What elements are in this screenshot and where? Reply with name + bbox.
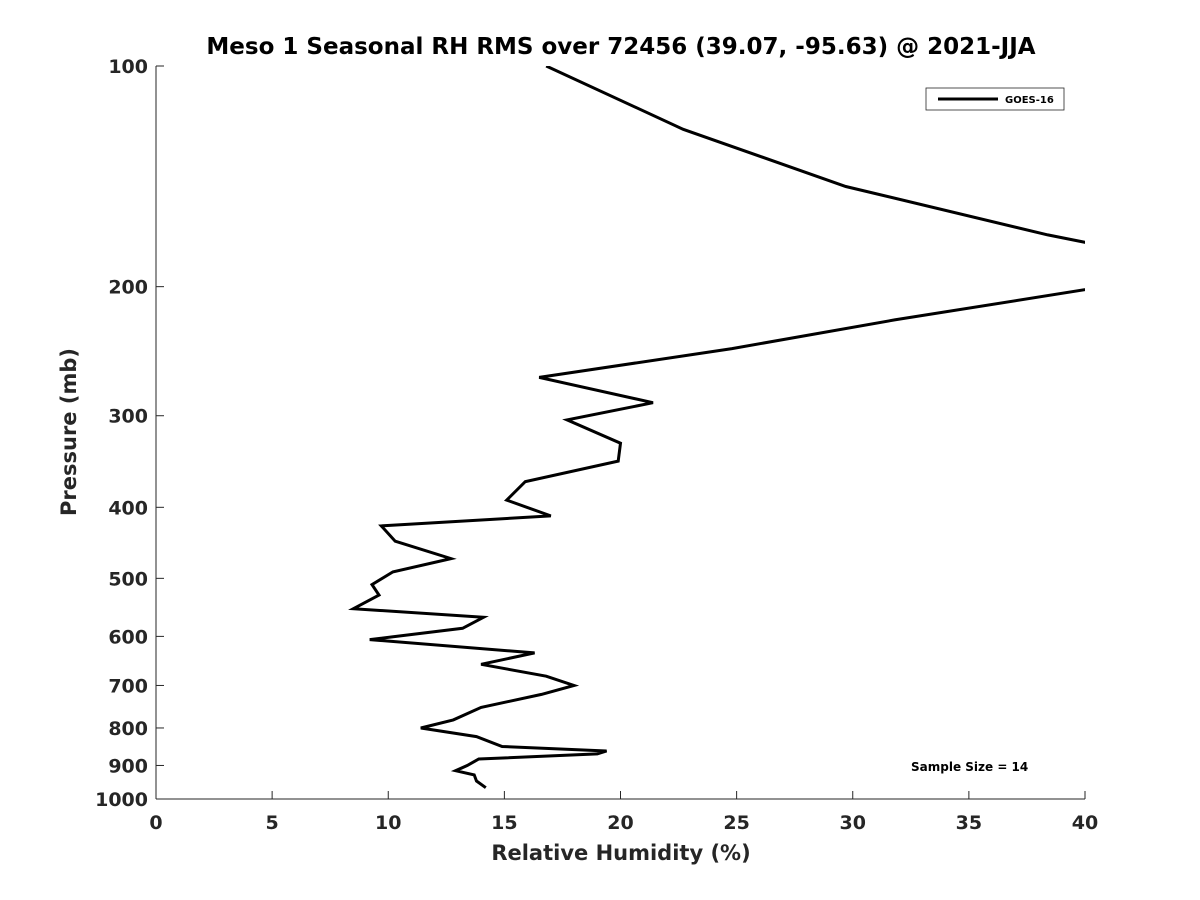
x-tick-label: 40 xyxy=(1072,812,1098,834)
y-tick-label: 800 xyxy=(108,718,148,740)
chart-title: Meso 1 Seasonal RH RMS over 72456 (39.07… xyxy=(206,34,1035,60)
x-tick-label: 25 xyxy=(723,812,749,834)
y-tick-label: 500 xyxy=(108,568,148,590)
series-line-goes-16 xyxy=(348,66,1085,789)
legend-label-goes-16: GOES-16 xyxy=(1005,95,1054,106)
x-tick-label: 10 xyxy=(375,812,401,834)
y-tick-label: 900 xyxy=(108,755,148,777)
plot-area: 0 5 10 15 20 25 30 35 40 100 200 300 400 500 600 700 80… xyxy=(95,56,1098,834)
x-tick-label: 20 xyxy=(607,812,633,834)
y-tick-label: 300 xyxy=(108,406,148,428)
y-tick-label: 600 xyxy=(108,626,148,648)
x-tick-label: 0 xyxy=(149,812,162,834)
y-tick-label: 1000 xyxy=(95,789,148,811)
y-axis-label: Pressure (mb) xyxy=(57,348,81,516)
x-tick-label: 15 xyxy=(491,812,517,834)
legend: GOES-16 xyxy=(925,87,1065,111)
x-axis-label: Relative Humidity (%) xyxy=(491,841,750,865)
y-tick-label: 200 xyxy=(108,277,148,299)
y-tick-label: 100 xyxy=(108,56,148,78)
y-tick-label: 400 xyxy=(108,497,148,519)
y-axis-ticks: 100 200 300 400 500 600 700 800 900 1000 xyxy=(95,56,164,811)
x-tick-label: 5 xyxy=(266,812,279,834)
x-tick-label: 30 xyxy=(840,812,866,834)
x-tick-label: 35 xyxy=(956,812,982,834)
x-axis-ticks: 0 5 10 15 20 25 30 35 40 xyxy=(149,791,1098,834)
plot-frame xyxy=(156,66,1085,799)
sample-size-annotation: Sample Size = 14 xyxy=(911,760,1028,774)
y-tick-label: 700 xyxy=(108,675,148,697)
series-layer xyxy=(348,66,1085,789)
